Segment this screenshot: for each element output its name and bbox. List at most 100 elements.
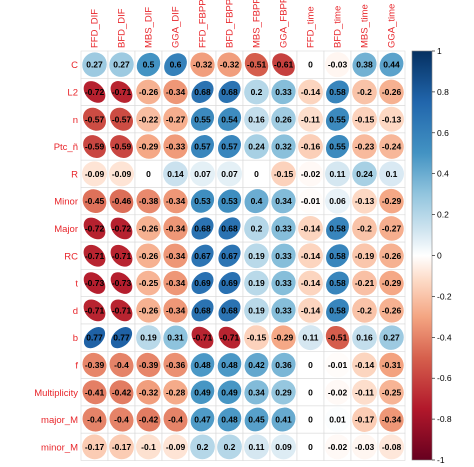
matrix-cell: -0.26 <box>134 241 163 270</box>
correlation-ellipse <box>271 325 296 350</box>
correlation-value: 0.6 <box>170 60 182 70</box>
matrix-cell: -0.39 <box>80 350 109 379</box>
correlation-value: 0.48 <box>221 360 238 370</box>
correlation-value: 0.19 <box>140 333 157 343</box>
correlation-ellipse <box>379 243 404 269</box>
correlation-ellipse <box>190 52 215 77</box>
matrix-cell: -0.71 <box>80 241 109 270</box>
correlation-ellipse <box>217 434 242 460</box>
correlation-value: 0.54 <box>221 114 238 124</box>
matrix-cell: -0.71 <box>188 323 217 352</box>
correlation-ellipse <box>298 161 323 187</box>
matrix-cell: 0.58 <box>323 78 352 106</box>
correlation-value: 0.27 <box>86 60 103 70</box>
correlation-ellipse <box>217 380 242 405</box>
matrix-cell: 0.53 <box>188 187 217 216</box>
matrix-cell: 0.48 <box>188 350 217 379</box>
correlation-ellipse <box>352 325 377 351</box>
correlation-ellipse <box>379 434 404 460</box>
row-label: Minor <box>54 197 78 208</box>
correlation-ellipse <box>109 189 134 214</box>
correlation-value: -0.14 <box>301 87 321 97</box>
matrix-cell: -0.71 <box>107 78 136 106</box>
correlation-value: 0.24 <box>356 169 373 179</box>
matrix-cell: -0.59 <box>80 132 109 161</box>
correlation-value: -0.34 <box>166 196 186 206</box>
correlation-ellipse <box>191 272 214 295</box>
correlation-ellipse <box>298 270 323 296</box>
correlation-value: -0.39 <box>139 360 159 370</box>
correlation-value: -0.73 <box>112 278 132 288</box>
correlation-ellipse <box>136 407 161 432</box>
correlation-value: 0.2 <box>197 442 209 452</box>
matrix-cell: 0.32 <box>269 132 298 161</box>
correlation-value: -0.34 <box>166 251 186 261</box>
matrix-cell: 0 <box>134 159 163 188</box>
correlation-value: 0.33 <box>275 251 292 261</box>
correlation-value: 0.49 <box>221 387 238 397</box>
correlation-ellipse <box>218 272 241 295</box>
colorbar-gradient <box>411 50 433 461</box>
correlation-value: 0.14 <box>167 169 184 179</box>
correlation-ellipse <box>136 79 161 105</box>
matrix-cell: -0.4 <box>107 405 136 434</box>
correlation-ellipse <box>109 434 134 460</box>
correlation-ellipse <box>271 243 296 268</box>
correlation-value: -0.28 <box>166 387 186 397</box>
correlation-value: -0.2 <box>357 87 372 97</box>
matrix-cell: 0 <box>296 378 325 407</box>
correlation-ellipse <box>136 434 161 460</box>
correlation-ellipse <box>325 379 350 405</box>
correlation-value: 0.57 <box>194 142 211 152</box>
column-labels: FFD_DIF BFD_DIF MBS_DIF GGA_DIF FFD_FBPP BFD_… <box>90 0 398 48</box>
correlation-value: -0.27 <box>166 114 186 124</box>
row-label: L2 <box>67 87 78 98</box>
correlation-ellipse <box>136 216 161 241</box>
correlation-value: -0.71 <box>193 333 213 343</box>
correlation-ellipse <box>325 161 350 187</box>
matrix-cell: -0.11 <box>350 378 379 407</box>
matrix-cell: -0.72 <box>107 214 136 243</box>
matrix-cell: -0.15 <box>242 323 271 352</box>
correlation-ellipse <box>379 216 404 241</box>
correlation-value: 0.29 <box>275 387 292 397</box>
correlation-ellipse <box>244 189 269 214</box>
correlation-value: -0.73 <box>85 278 105 288</box>
correlation-ellipse <box>326 80 349 104</box>
correlation-value: -0.17 <box>85 442 105 452</box>
correlation-value: 0.33 <box>275 278 292 288</box>
correlation-ellipse <box>191 326 214 349</box>
correlation-value: -0.57 <box>112 114 132 124</box>
matrix-cell: -0.38 <box>134 187 163 216</box>
matrix-cell: -0.14 <box>296 296 325 325</box>
correlation-value: -0.72 <box>85 223 105 233</box>
correlation-ellipse <box>379 298 404 323</box>
matrix-cell: 0.01 <box>323 405 352 434</box>
correlation-ellipse <box>110 81 133 103</box>
correlation-value: -0.34 <box>166 223 186 233</box>
correlation-value: 0.19 <box>248 251 265 261</box>
colorbar-tick-label: 0.6 <box>437 128 449 138</box>
correlation-ellipse <box>326 298 349 322</box>
matrix-cell: 0.67 <box>215 241 244 270</box>
colorbar-tick-label: 0.4 <box>437 169 449 179</box>
correlation-ellipse <box>325 407 350 433</box>
correlation-ellipse <box>136 380 161 405</box>
correlation-ellipse <box>217 107 242 131</box>
correlation-value: -0.15 <box>355 114 375 124</box>
column-label: MBS_time <box>360 4 371 48</box>
correlation-value: 0.58 <box>329 305 346 315</box>
colorbar-tick-label: 0.2 <box>437 210 449 220</box>
matrix-cell: -0.13 <box>350 187 379 216</box>
correlation-ellipse <box>218 217 241 240</box>
correlation-value: 0.16 <box>248 114 265 124</box>
correlation-ellipse <box>109 52 134 77</box>
matrix-cell: 0.29 <box>269 378 298 407</box>
matrix-cell: 0.5 <box>134 50 163 79</box>
correlation-ellipse <box>326 244 349 268</box>
matrix-cell: -0.4 <box>80 405 109 434</box>
matrix-cell: 0.11 <box>323 159 352 188</box>
correlation-value: 0.27 <box>113 60 130 70</box>
correlation-value: 0.11 <box>248 442 264 452</box>
